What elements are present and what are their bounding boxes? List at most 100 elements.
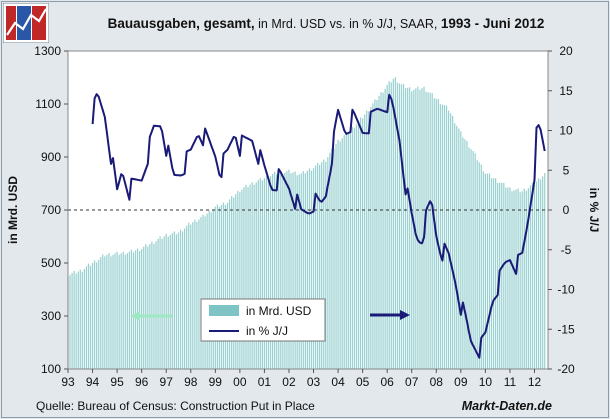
bar bbox=[521, 191, 523, 369]
right-tick-label: -10 bbox=[557, 283, 575, 297]
x-tick-label: 11 bbox=[504, 375, 517, 389]
bar bbox=[104, 256, 106, 370]
left-tick-label: 100 bbox=[41, 362, 61, 376]
x-tick-label: 01 bbox=[258, 375, 272, 389]
bar bbox=[145, 244, 147, 369]
right-tick-label: 5 bbox=[563, 163, 570, 177]
bar bbox=[323, 159, 325, 369]
bar bbox=[249, 184, 251, 369]
bar bbox=[136, 248, 139, 369]
bar bbox=[427, 92, 429, 370]
bar bbox=[482, 171, 484, 369]
right-tick-label: 20 bbox=[559, 44, 573, 58]
left-tick-label: 900 bbox=[41, 150, 61, 164]
bar bbox=[237, 190, 239, 369]
bar bbox=[445, 105, 448, 370]
bar bbox=[220, 204, 223, 369]
bar bbox=[106, 254, 108, 369]
x-tick-label: 05 bbox=[356, 375, 370, 389]
bar bbox=[531, 182, 534, 369]
bar bbox=[239, 192, 241, 369]
bar bbox=[472, 151, 474, 369]
bar bbox=[366, 110, 368, 370]
bar bbox=[343, 135, 345, 369]
chart-title: Bauausgaben, gesamt, in Mrd. USD vs. in … bbox=[108, 16, 545, 31]
bar bbox=[433, 98, 435, 369]
title-part-2: in Mrd. USD vs. in % J/J, SAAR, bbox=[255, 17, 441, 31]
x-tick-label: 03 bbox=[307, 375, 321, 389]
bar bbox=[474, 153, 476, 369]
right-tick-label: -20 bbox=[557, 362, 575, 376]
bar bbox=[233, 197, 235, 369]
bar bbox=[253, 184, 255, 369]
bar bbox=[98, 259, 100, 369]
bar bbox=[325, 161, 327, 369]
bar bbox=[476, 160, 478, 369]
bar bbox=[245, 184, 247, 369]
bar bbox=[376, 100, 378, 369]
bar bbox=[255, 182, 257, 369]
bar bbox=[478, 162, 480, 369]
x-tick-label: 12 bbox=[528, 375, 542, 389]
bar bbox=[388, 81, 390, 369]
x-tick-label: 98 bbox=[184, 375, 198, 389]
bar bbox=[134, 250, 137, 369]
bar bbox=[306, 170, 308, 369]
bar bbox=[157, 238, 159, 369]
bar bbox=[206, 213, 208, 369]
x-tick-label: 06 bbox=[381, 375, 395, 389]
bar bbox=[437, 99, 439, 369]
bar bbox=[91, 263, 94, 369]
bar bbox=[198, 219, 200, 369]
bar bbox=[345, 132, 347, 369]
bar bbox=[456, 125, 458, 369]
x-tick-label: 96 bbox=[135, 375, 149, 389]
bar bbox=[159, 236, 161, 369]
bar bbox=[353, 128, 356, 369]
right-tick-label: -15 bbox=[557, 322, 575, 336]
legend: in Mrd. USD in % J/J bbox=[200, 298, 326, 342]
x-tick-label: 99 bbox=[209, 375, 223, 389]
bar bbox=[374, 99, 376, 370]
bar bbox=[73, 270, 75, 369]
arrow-left-icon bbox=[130, 311, 172, 321]
bar bbox=[130, 249, 133, 369]
bar bbox=[495, 178, 497, 369]
bar bbox=[460, 131, 462, 369]
bar bbox=[425, 91, 427, 369]
bar bbox=[229, 199, 231, 369]
bar bbox=[509, 187, 511, 369]
bar bbox=[171, 233, 173, 369]
bar bbox=[513, 190, 515, 369]
x-tick-label: 02 bbox=[282, 375, 296, 389]
bar bbox=[384, 88, 386, 369]
bar bbox=[409, 87, 411, 370]
bar bbox=[466, 141, 468, 369]
bar bbox=[96, 262, 98, 369]
bar bbox=[525, 190, 527, 369]
bar bbox=[167, 236, 169, 369]
bar bbox=[458, 128, 460, 369]
bar bbox=[155, 241, 157, 369]
bar bbox=[173, 231, 176, 369]
line-series-pct-yoy bbox=[91, 93, 546, 359]
bar bbox=[231, 196, 233, 369]
bar bbox=[417, 86, 419, 369]
bar bbox=[274, 171, 276, 369]
bar bbox=[265, 175, 268, 369]
bar bbox=[302, 171, 304, 369]
bar bbox=[149, 244, 151, 369]
bar bbox=[402, 84, 405, 369]
bar bbox=[396, 82, 399, 369]
bar bbox=[486, 173, 489, 369]
bar bbox=[122, 251, 124, 369]
bar bbox=[261, 180, 263, 369]
bar bbox=[282, 174, 284, 369]
x-axis-ticks: 93 94 95 96 97 98 99 00 01 02 03 04 05 06 07 08 09 10 11 12 bbox=[61, 369, 541, 389]
bar bbox=[292, 172, 294, 369]
bar bbox=[89, 265, 92, 369]
bar bbox=[124, 254, 126, 369]
x-tick-label: 04 bbox=[331, 375, 345, 389]
bar bbox=[519, 192, 521, 369]
bar bbox=[335, 144, 337, 369]
